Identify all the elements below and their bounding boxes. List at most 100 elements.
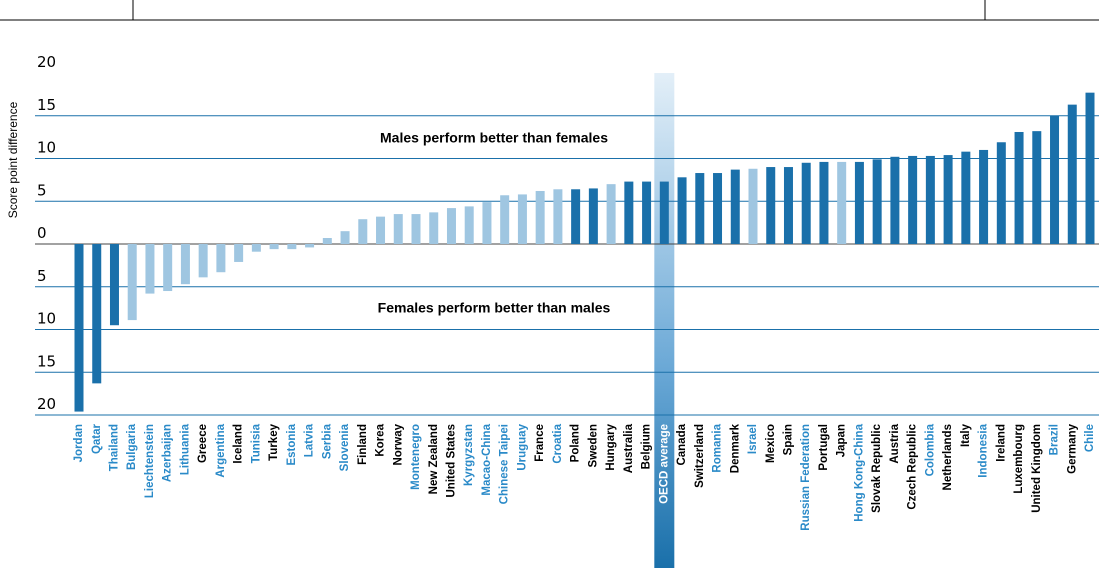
x-tick-label: Croatia <box>552 423 564 463</box>
x-tick-label: Finland <box>357 424 369 465</box>
bar <box>92 244 102 384</box>
x-tick-label: Slovenia <box>339 423 351 471</box>
highlight-band <box>654 73 675 568</box>
x-tick-label: Lithuania <box>179 423 191 475</box>
bar <box>287 244 297 250</box>
x-tick-label: Romania <box>712 423 724 472</box>
bar <box>198 244 208 278</box>
bar <box>854 161 864 244</box>
bar <box>642 181 652 244</box>
y-axis-label: Score point difference <box>6 101 20 218</box>
annotation: Females perform better than males <box>378 300 611 316</box>
bar <box>482 202 492 244</box>
x-tick-label: Colombia <box>924 423 936 476</box>
x-tick-label: Austria <box>889 423 901 463</box>
x-tick-label: United Kingdom <box>1031 424 1043 513</box>
bar <box>748 168 758 244</box>
x-tick-label: Chile <box>1084 424 1096 452</box>
y-tick-label: 5 <box>37 181 47 199</box>
x-tick-label: Indonesia <box>978 423 990 477</box>
y-tick-label: 0 <box>37 224 47 242</box>
x-tick-label: Israel <box>747 424 759 454</box>
x-tick-label: Poland <box>570 424 582 462</box>
bar <box>783 167 793 244</box>
bar <box>961 151 971 244</box>
x-tick-label: Liechtenstein <box>144 424 156 498</box>
bar <box>766 167 776 244</box>
x-tick-label: Korea <box>375 423 387 456</box>
x-tick-label: Belgium <box>641 424 653 469</box>
bar <box>979 149 989 244</box>
x-tick-label: Montenegro <box>410 424 422 490</box>
x-tick-label: Germany <box>1066 423 1078 473</box>
bar <box>464 206 474 244</box>
bar <box>145 244 155 294</box>
x-tick-label: Mexico <box>765 424 777 463</box>
x-tick-label: Iceland <box>233 424 245 464</box>
y-tick-label: 20 <box>37 53 56 71</box>
bar <box>1014 131 1024 244</box>
x-tick-label: Luxembourg <box>1013 424 1025 494</box>
x-tick-label: Azerbaijan <box>162 424 174 482</box>
x-tick-label: Estonia <box>286 423 298 465</box>
bar <box>837 161 847 244</box>
y-tick-label: 10 <box>37 139 56 157</box>
x-tick-label: Uruguay <box>516 423 528 470</box>
x-tick-label: Chinese Taipei <box>499 424 511 504</box>
x-tick-label: Macao-China <box>481 423 493 495</box>
x-tick-label: Latvia <box>304 423 316 457</box>
bar <box>74 244 84 412</box>
x-tick-label: Czech Republic <box>907 423 919 509</box>
bar <box>1032 131 1042 244</box>
x-tick-label: Greece <box>197 424 209 463</box>
y-tick-label: 5 <box>37 267 47 285</box>
bar <box>925 155 935 244</box>
bar <box>801 162 811 244</box>
y-tick-label: 15 <box>37 352 56 370</box>
x-tick-label: Portugal <box>818 424 830 471</box>
x-tick-label: Turkey <box>268 423 280 460</box>
bar <box>109 244 119 326</box>
bar <box>890 156 900 244</box>
bar <box>429 212 439 244</box>
bar <box>730 169 740 244</box>
x-tick-label: Tunisia <box>250 423 262 463</box>
bar <box>340 231 350 244</box>
y-tick-label: 20 <box>37 395 56 413</box>
bar <box>606 184 616 244</box>
x-tick-label: France <box>534 424 546 462</box>
x-tick-label: Russian Federation <box>800 424 812 531</box>
bar <box>322 238 332 244</box>
bar <box>446 208 456 244</box>
bar <box>713 173 723 244</box>
x-tick-label: Jordan <box>73 424 85 462</box>
bar <box>376 216 386 244</box>
bar <box>517 194 527 244</box>
bar <box>553 189 563 244</box>
x-tick-label: Hong Kong-China <box>853 423 865 521</box>
bar <box>163 244 173 292</box>
x-tick-label: Argentina <box>215 423 227 477</box>
bar <box>305 244 315 248</box>
bar <box>695 173 705 244</box>
y-tick-label: 10 <box>37 310 56 328</box>
bar <box>996 142 1006 244</box>
bar <box>1067 104 1077 244</box>
x-tick-label: Bulgaria <box>126 423 138 470</box>
bar <box>588 188 598 244</box>
annotation: Males perform better than females <box>380 130 608 146</box>
x-tick-label: United States <box>446 424 458 498</box>
x-tick-label: Norway <box>392 423 404 465</box>
x-tick-label: Italy <box>960 423 972 447</box>
x-tick-label: Brazil <box>1049 424 1061 455</box>
bar <box>535 190 545 244</box>
bar <box>571 189 581 244</box>
x-tick-label: OECD average <box>658 424 670 504</box>
bar <box>819 161 829 244</box>
x-tick-label: Canada <box>676 423 688 465</box>
bar <box>659 181 669 244</box>
x-tick-label: Netherlands <box>942 424 954 490</box>
x-tick-label: Ireland <box>995 424 1007 462</box>
x-tick-label: Hungary <box>605 423 617 470</box>
